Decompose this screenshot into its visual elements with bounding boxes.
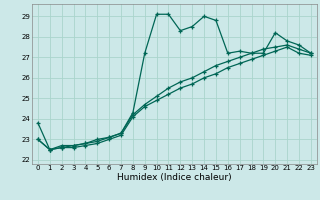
X-axis label: Humidex (Indice chaleur): Humidex (Indice chaleur) <box>117 173 232 182</box>
